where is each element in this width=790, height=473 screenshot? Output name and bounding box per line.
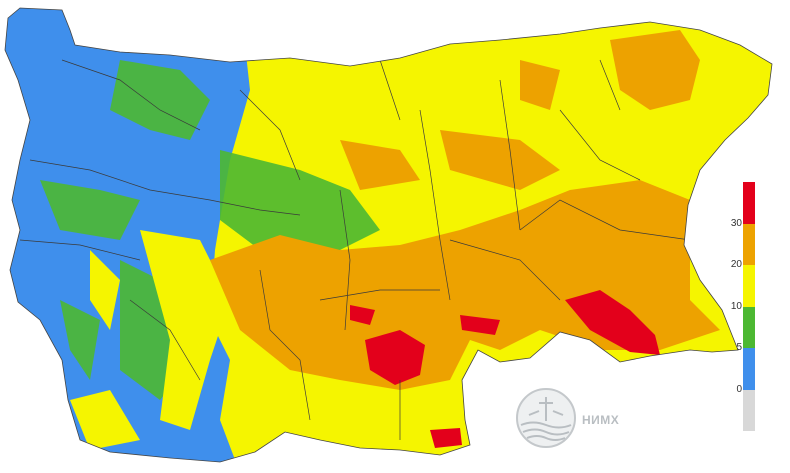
color-legend [743, 182, 755, 431]
logo-text: НИМХ [582, 413, 620, 427]
legend-label-5: 5 [736, 342, 742, 353]
region-orange-north [340, 30, 700, 190]
region-green [40, 60, 380, 400]
legend-swatch-grey [743, 389, 755, 431]
legend-swatch-blue [743, 348, 755, 390]
nimh-logo-icon [516, 388, 576, 448]
region-red [350, 290, 660, 448]
legend-label-30: 30 [730, 218, 742, 229]
legend-label-0: 0 [736, 384, 742, 395]
legend-label-20: 20 [730, 259, 742, 270]
legend-swatch-yellow [743, 265, 755, 307]
legend-label-10: 10 [730, 301, 742, 312]
district-borders [19, 59, 691, 440]
legend-swatch-orange [743, 223, 755, 265]
legend-swatch-green [743, 306, 755, 348]
region-orange-south [210, 180, 720, 390]
legend-swatch-red [743, 182, 755, 224]
region-yellow-west [70, 230, 230, 450]
country-border [4, 7, 773, 463]
